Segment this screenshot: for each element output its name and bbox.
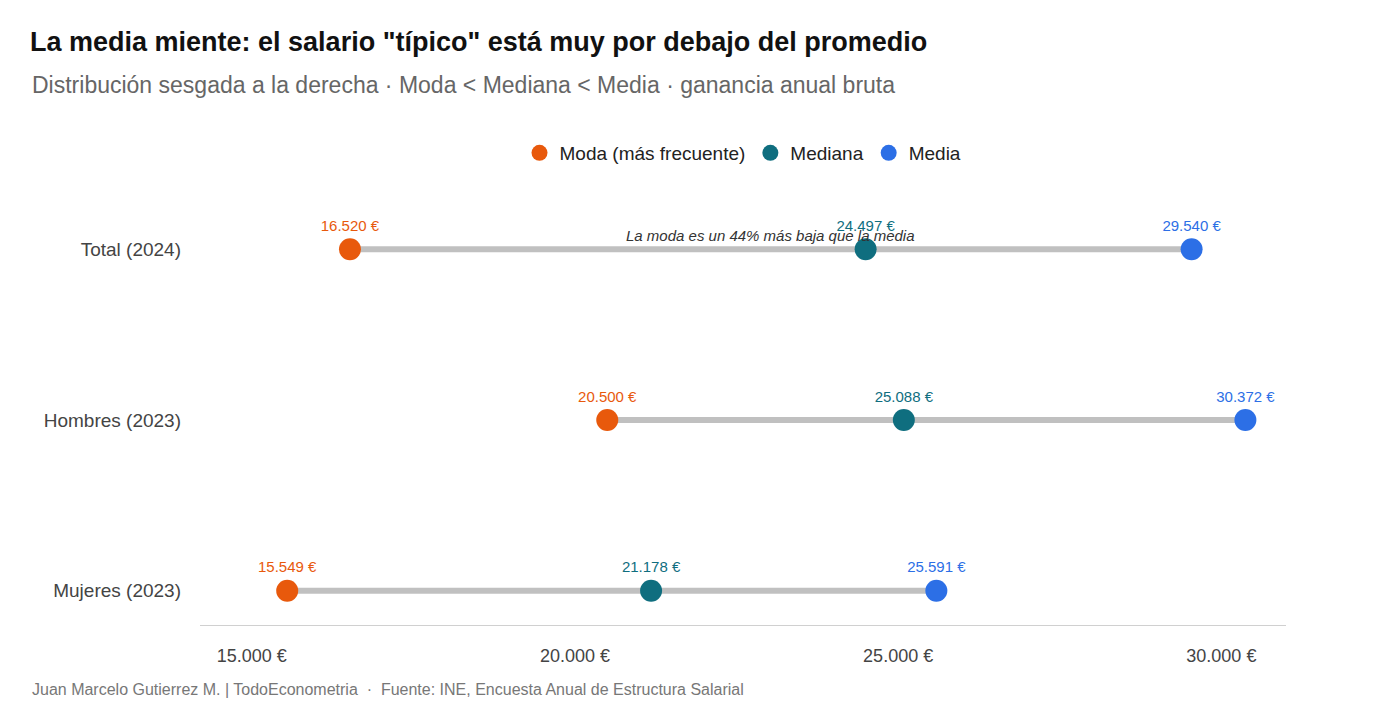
svg-text:29.540 €: 29.540 € bbox=[1162, 217, 1221, 234]
svg-text:25.088 €: 25.088 € bbox=[875, 388, 934, 405]
svg-text:20.000 €: 20.000 € bbox=[540, 646, 610, 666]
svg-text:Mediana: Mediana bbox=[790, 143, 863, 164]
svg-text:15.549 €: 15.549 € bbox=[258, 558, 317, 575]
svg-text:Juan Marcelo Gutierrez M. | To: Juan Marcelo Gutierrez M. | TodoEconomet… bbox=[32, 681, 744, 698]
svg-text:Hombres (2023): Hombres (2023) bbox=[44, 410, 181, 431]
svg-text:Media: Media bbox=[909, 143, 961, 164]
svg-text:15.000 €: 15.000 € bbox=[217, 646, 287, 666]
svg-text:Total (2024): Total (2024) bbox=[81, 239, 181, 260]
svg-text:30.000 €: 30.000 € bbox=[1186, 646, 1256, 666]
svg-text:La media miente: el salario "t: La media miente: el salario "típico" est… bbox=[30, 27, 927, 57]
svg-text:La moda es un 44% más baja que: La moda es un 44% más baja que la media bbox=[626, 227, 915, 244]
svg-text:25.000 €: 25.000 € bbox=[863, 646, 933, 666]
svg-text:16.520 €: 16.520 € bbox=[321, 217, 380, 234]
svg-text:Moda (más frecuente): Moda (más frecuente) bbox=[560, 143, 746, 164]
svg-text:25.591 €: 25.591 € bbox=[907, 558, 966, 575]
svg-text:30.372 €: 30.372 € bbox=[1216, 388, 1275, 405]
svg-text:21.178 €: 21.178 € bbox=[622, 558, 681, 575]
svg-text:Distribución sesgada a la dere: Distribución sesgada a la derecha · Moda… bbox=[32, 72, 895, 98]
svg-text:20.500 €: 20.500 € bbox=[578, 388, 637, 405]
svg-text:Mujeres (2023): Mujeres (2023) bbox=[53, 580, 181, 601]
svg-text:24.497 €: 24.497 € bbox=[836, 217, 895, 234]
